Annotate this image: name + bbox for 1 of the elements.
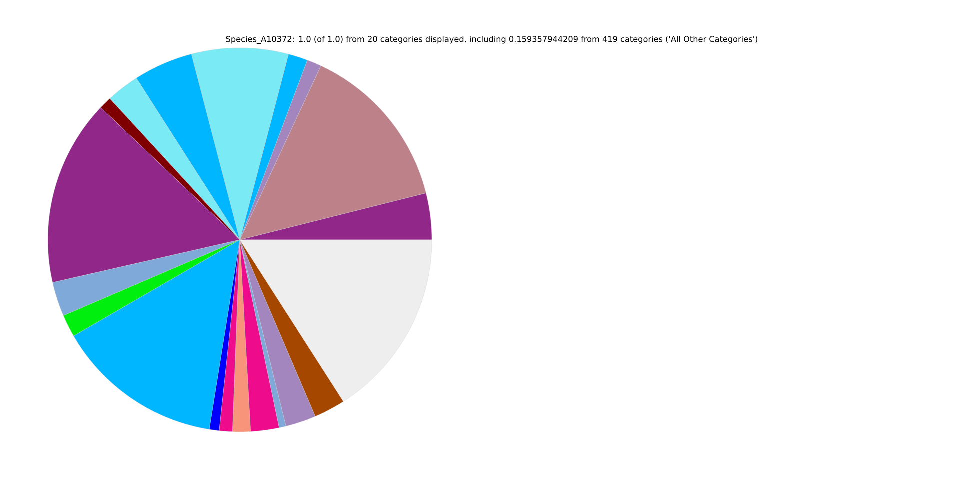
- text: Species_A10372: 1.0 (of 1.0) from 20 categories displayed, including 0.159357944209 from 419 categories ('All Other Categories'): [226, 36, 758, 44]
